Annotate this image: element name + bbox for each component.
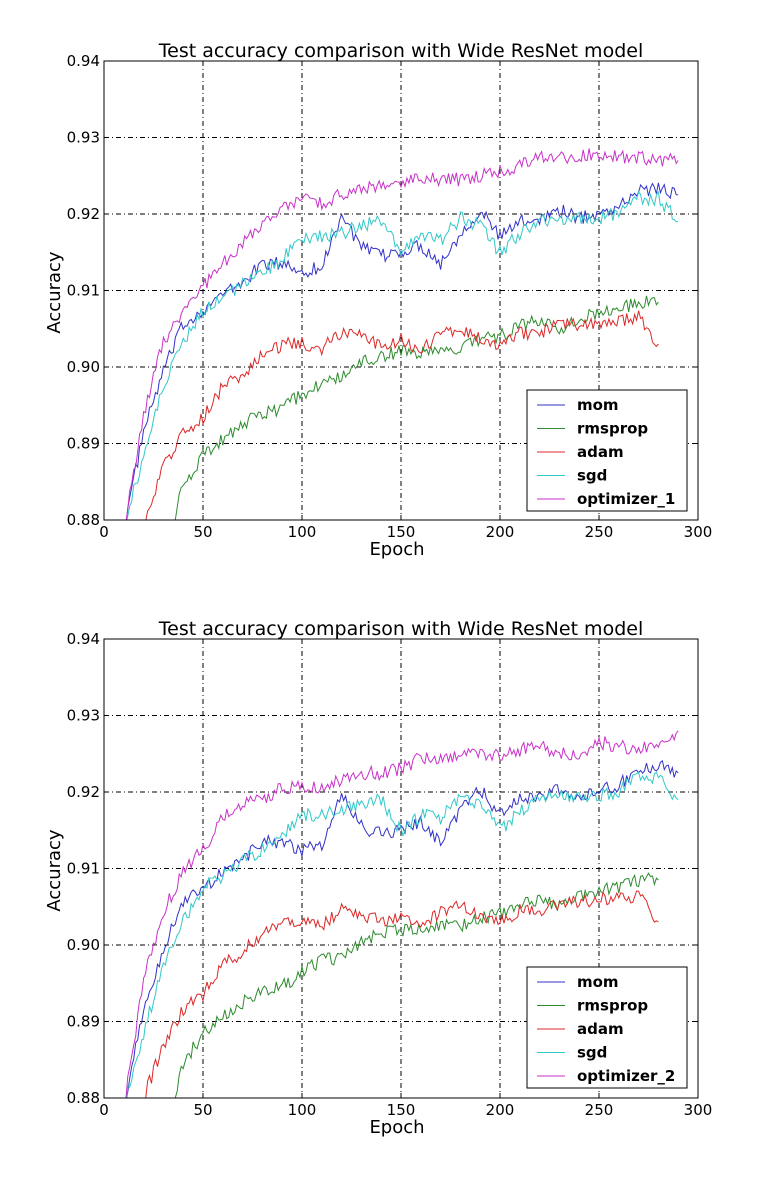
y-tick-label: 0.93 — [67, 129, 100, 147]
legend-label: rmsprop — [577, 420, 648, 438]
x-tick-label: 50 — [193, 1101, 212, 1119]
x-tick-label: 100 — [288, 523, 317, 541]
x-tick-label: 0 — [99, 1101, 109, 1119]
legend-label: optimizer_1 — [577, 490, 675, 508]
chart-bottom: Test accuracy comparison with Wide ResNe… — [44, 618, 712, 1138]
x-tick-label: 0 — [99, 523, 109, 541]
x-tick-label: 200 — [486, 523, 515, 541]
x-tick-label: 300 — [684, 1101, 713, 1119]
legend-label: mom — [577, 973, 619, 991]
y-tick-label: 0.92 — [67, 783, 100, 801]
legend: mom rmsprop adam sgd optimizer_1 — [527, 390, 687, 511]
y-tick-label: 0.89 — [67, 435, 100, 453]
y-tick-label: 0.90 — [67, 358, 100, 376]
chart-title: Test accuracy comparison with Wide ResNe… — [158, 618, 643, 640]
legend-label: rmsprop — [577, 997, 648, 1015]
y-axis-label: Accuracy — [44, 829, 65, 912]
y-tick-label: 0.90 — [67, 936, 100, 954]
y-tick-label: 0.88 — [67, 511, 100, 529]
legend-label: optimizer_2 — [577, 1067, 675, 1085]
legend-label: sgd — [577, 1044, 607, 1062]
x-axis-label: Epoch — [369, 1117, 424, 1138]
legend-label: adam — [577, 443, 624, 461]
legend: mom rmsprop adam sgd optimizer_2 — [527, 967, 687, 1088]
x-tick-label: 250 — [585, 523, 614, 541]
x-tick-label: 300 — [684, 523, 713, 541]
y-tick-label: 0.91 — [67, 860, 100, 878]
x-tick-label: 50 — [193, 523, 212, 541]
x-axis-label: Epoch — [369, 539, 424, 560]
y-axis-label: Accuracy — [44, 251, 65, 334]
x-tick-label: 200 — [486, 1101, 515, 1119]
chart-title: Test accuracy comparison with Wide ResNe… — [158, 40, 643, 62]
legend-label: mom — [577, 396, 619, 414]
legend-label: adam — [577, 1020, 624, 1038]
y-tick-label: 0.93 — [67, 707, 100, 725]
y-tick-label: 0.94 — [67, 630, 100, 648]
y-tick-label: 0.92 — [67, 205, 100, 223]
y-tick-label: 0.91 — [67, 282, 100, 300]
y-tick-label: 0.88 — [67, 1089, 100, 1107]
x-tick-label: 250 — [585, 1101, 614, 1119]
y-tick-label: 0.94 — [67, 52, 100, 70]
x-tick-label: 100 — [288, 1101, 317, 1119]
legend-label: sgd — [577, 467, 607, 485]
y-tick-label: 0.89 — [67, 1013, 100, 1031]
chart-top: Test accuracy comparison with Wide ResNe… — [44, 40, 712, 560]
